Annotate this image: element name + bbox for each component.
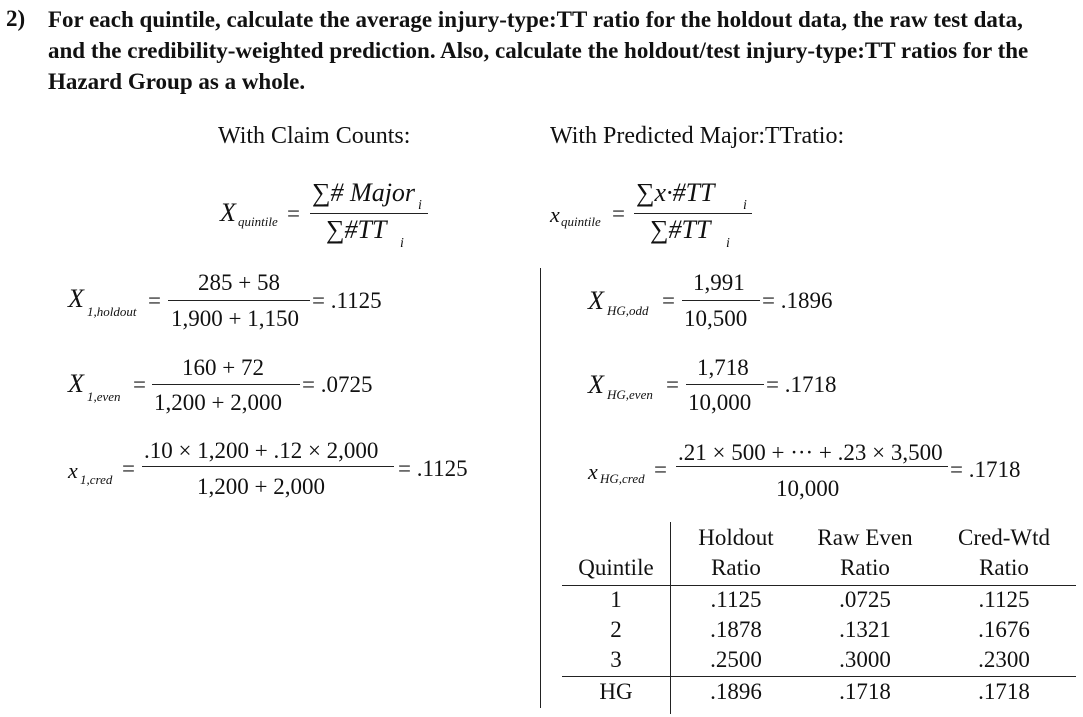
formula-denominator: ∑#TT xyxy=(326,215,387,244)
formula-subscript: 1,even xyxy=(87,389,121,404)
table-cell: .1718 xyxy=(978,679,1030,704)
table-header-ratio: Ratio xyxy=(711,555,761,580)
formula-numerator: 1,991 xyxy=(693,270,745,295)
table-cell: .0725 xyxy=(839,587,891,612)
formula-numerator: 1,718 xyxy=(697,355,749,380)
table-header-raw-even: Raw Even xyxy=(817,525,913,550)
formula-denominator: 1,200 + 2,000 xyxy=(197,474,325,499)
formula-result: = .0725 xyxy=(302,372,373,397)
table-header-holdout: Holdout xyxy=(698,525,774,550)
formula-variable: X xyxy=(68,369,84,398)
formula-variable: X xyxy=(220,198,236,227)
formula-subscript: quintile xyxy=(561,214,601,229)
formula-result: = .1896 xyxy=(762,288,833,313)
equals-sign: = xyxy=(148,288,161,313)
formula-numerator: 285 + 58 xyxy=(198,270,280,295)
formula-denominator: ∑#TT xyxy=(650,215,711,244)
table-cell: .1125 xyxy=(978,587,1030,612)
table-cell: 3 xyxy=(610,647,622,672)
equals-sign: = xyxy=(654,457,667,482)
table-cell: .1321 xyxy=(839,617,891,642)
column-divider xyxy=(540,268,541,708)
formula-den-sub: i xyxy=(400,236,404,251)
formula-subscript: HG,cred xyxy=(600,471,645,486)
formula-numerator: 160 + 72 xyxy=(182,355,264,380)
table-cell: .3000 xyxy=(839,647,891,672)
equals-sign: = xyxy=(133,372,146,397)
fraction-bar xyxy=(686,384,764,385)
table-header-quintile: Quintile xyxy=(578,555,654,580)
table-header-cred-wtd: Cred-Wtd xyxy=(958,525,1050,550)
fraction-bar xyxy=(168,300,310,301)
formula-variable: X xyxy=(68,284,84,313)
formula-subscript: HG,odd xyxy=(607,303,649,318)
formula-numerator: .10 × 1,200 + .12 × 2,000 xyxy=(144,438,379,463)
table-footer-rule xyxy=(562,676,1076,677)
table-cell: .1676 xyxy=(978,617,1030,642)
formula-variable: x xyxy=(588,459,598,484)
formula-variable: X xyxy=(588,370,604,399)
table-cell: .1878 xyxy=(710,617,762,642)
table-cell: 1 xyxy=(610,587,622,612)
table-cell: .1125 xyxy=(710,587,762,612)
right-heading: With Predicted Major:TTratio: xyxy=(550,123,845,149)
table-cell: 2 xyxy=(610,617,622,642)
equals-sign: = xyxy=(666,372,679,397)
formula-result: = .1125 xyxy=(398,456,468,481)
table-column-rule xyxy=(670,522,671,714)
equals-sign: = xyxy=(287,201,300,226)
formula-numerator: .21 × 500 + ··· + .23 × 3,500 xyxy=(678,440,943,465)
formula-variable: x xyxy=(68,458,78,483)
left-heading: With Claim Counts: xyxy=(218,123,411,149)
table-cell: HG xyxy=(599,679,633,704)
fraction-bar xyxy=(634,213,752,214)
formula-numerator: ∑x·#TT xyxy=(636,178,715,207)
table-cell: .2500 xyxy=(710,647,762,672)
formula-num-sub: i xyxy=(418,198,422,213)
formula-denominator: 10,000 xyxy=(688,390,752,415)
table-cell: .2300 xyxy=(978,647,1030,672)
fraction-bar xyxy=(142,466,394,467)
formula-variable: X xyxy=(588,286,604,315)
formula-result: = .1718 xyxy=(950,457,1021,482)
equals-sign: = xyxy=(122,456,135,481)
table-header-ratio: Ratio xyxy=(840,555,890,580)
formula-subscript: 1,cred xyxy=(80,472,113,487)
table-header-ratio: Ratio xyxy=(979,555,1029,580)
formula-result: = .1718 xyxy=(766,372,837,397)
question-line-1: For each quintile, calculate the average… xyxy=(48,7,1023,32)
question-line-3: Hazard Group as a whole. xyxy=(48,69,306,94)
formula-denominator: 10,000 xyxy=(776,476,840,501)
equals-sign: = xyxy=(662,288,675,313)
fraction-bar xyxy=(682,300,760,301)
formula-den-sub: i xyxy=(726,236,730,251)
formula-subscript: quintile xyxy=(238,214,278,229)
table-cell: .1718 xyxy=(839,679,891,704)
formula-num-sub: i xyxy=(743,198,747,213)
fraction-bar xyxy=(676,466,948,467)
question-line-2: and the credibility-weighted prediction.… xyxy=(48,38,1029,63)
formula-denominator: 1,900 + 1,150 xyxy=(171,306,299,331)
formula-result: = .1125 xyxy=(312,288,382,313)
question-number: 2) xyxy=(6,6,26,31)
formula-subscript: HG,even xyxy=(607,387,653,402)
formula-denominator: 1,200 + 2,000 xyxy=(154,390,282,415)
equals-sign: = xyxy=(612,201,625,226)
fraction-bar xyxy=(310,213,428,214)
formula-variable: x xyxy=(550,202,560,227)
table-cell: .1896 xyxy=(710,679,762,704)
formula-subscript: 1,holdout xyxy=(87,304,137,319)
fraction-bar xyxy=(152,384,300,385)
formula-denominator: 10,500 xyxy=(684,306,748,331)
table-header-rule xyxy=(562,585,1076,586)
formula-numerator: ∑# Major xyxy=(312,178,416,207)
